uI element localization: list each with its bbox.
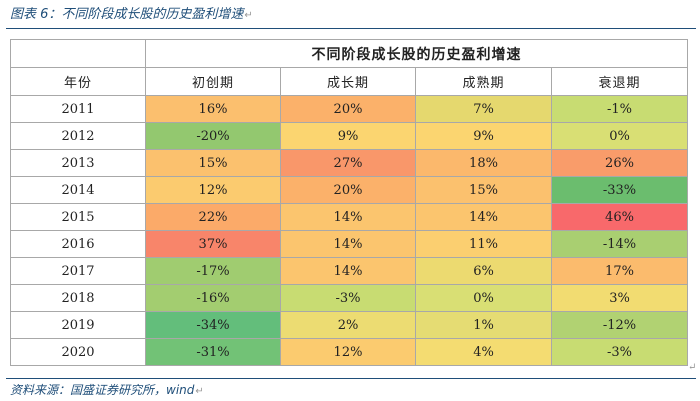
value-cell: 15% bbox=[145, 149, 281, 177]
column-header-decline: 衰退期 bbox=[551, 67, 688, 96]
value-cell: 20% bbox=[280, 176, 416, 204]
value-cell: 11% bbox=[415, 230, 552, 258]
header-blank-cell bbox=[10, 39, 146, 68]
value-cell: 37% bbox=[145, 230, 281, 258]
growth-table: 不同阶段成长股的历史盈利增速 年份 初创期 成长期 成熟期 衰退期 2011 16… bbox=[10, 39, 688, 366]
column-header-startup: 初创期 bbox=[145, 67, 281, 96]
table-row: 2012 -20% 9% 9% 0% bbox=[10, 122, 688, 150]
column-header-growth: 成长期 bbox=[280, 67, 416, 96]
value-cell: 0% bbox=[551, 122, 688, 150]
table-row: 2017 -17% 14% 6% 17% bbox=[10, 257, 688, 285]
paragraph-mark-icon: ↵ bbox=[244, 10, 253, 21]
year-cell: 2013 bbox=[10, 149, 146, 177]
value-cell: -17% bbox=[145, 257, 281, 285]
value-cell: -12% bbox=[551, 311, 688, 339]
value-cell: -20% bbox=[145, 122, 281, 150]
value-cell: 9% bbox=[280, 122, 416, 150]
value-cell: 26% bbox=[551, 149, 688, 177]
paragraph-mark-icon: ↵ bbox=[195, 386, 204, 397]
table-row: 2019 -34% 2% 1% -12% bbox=[10, 311, 688, 339]
figure-title-text: 图表 6：不同阶段成长股的历史盈利增速 bbox=[10, 7, 244, 22]
paragraph-mark-icon: ↵ bbox=[688, 362, 697, 373]
value-cell: -3% bbox=[551, 338, 688, 366]
year-cell: 2017 bbox=[10, 257, 146, 285]
value-cell: -3% bbox=[280, 284, 416, 312]
value-cell: 3% bbox=[551, 284, 688, 312]
table-row: 2020 -31% 12% 4% -3% bbox=[10, 338, 688, 366]
group-header: 不同阶段成长股的历史盈利增速 bbox=[145, 39, 688, 68]
value-cell: -34% bbox=[145, 311, 281, 339]
value-cell: 16% bbox=[145, 95, 281, 123]
column-header-mature: 成熟期 bbox=[415, 67, 552, 96]
value-cell: 7% bbox=[415, 95, 552, 123]
value-cell: -33% bbox=[551, 176, 688, 204]
group-header-row: 不同阶段成长股的历史盈利增速 bbox=[10, 39, 688, 68]
value-cell: 14% bbox=[280, 257, 416, 285]
year-cell: 2016 bbox=[10, 230, 146, 258]
value-cell: 1% bbox=[415, 311, 552, 339]
table-row: 2014 12% 20% 15% -33% bbox=[10, 176, 688, 204]
year-cell: 2020 bbox=[10, 338, 146, 366]
table-row: 2018 -16% -3% 0% 3% bbox=[10, 284, 688, 312]
value-cell: 15% bbox=[415, 176, 552, 204]
value-cell: -14% bbox=[551, 230, 688, 258]
year-cell: 2012 bbox=[10, 122, 146, 150]
value-cell: 9% bbox=[415, 122, 552, 150]
source-text: 资料来源：国盛证券研究所，wind bbox=[10, 383, 195, 397]
value-cell: 12% bbox=[145, 176, 281, 204]
growth-table-frame: 不同阶段成长股的历史盈利增速 年份 初创期 成长期 成熟期 衰退期 2011 16… bbox=[10, 39, 688, 366]
table-row: 2016 37% 14% 11% -14% bbox=[10, 230, 688, 258]
year-cell: 2019 bbox=[10, 311, 146, 339]
value-cell: -1% bbox=[551, 95, 688, 123]
value-cell: 27% bbox=[280, 149, 416, 177]
year-cell: 2011 bbox=[10, 95, 146, 123]
value-cell: 6% bbox=[415, 257, 552, 285]
top-rule bbox=[6, 28, 696, 29]
value-cell: 20% bbox=[280, 95, 416, 123]
value-cell: -16% bbox=[145, 284, 281, 312]
value-cell: 14% bbox=[280, 203, 416, 231]
value-cell: 46% bbox=[551, 203, 688, 231]
bottom-rule bbox=[6, 378, 696, 379]
year-header: 年份 bbox=[10, 67, 146, 96]
value-cell: 22% bbox=[145, 203, 281, 231]
year-cell: 2014 bbox=[10, 176, 146, 204]
value-cell: 2% bbox=[280, 311, 416, 339]
source-note: 资料来源：国盛证券研究所，wind↵ bbox=[10, 381, 204, 399]
table-row: 2011 16% 20% 7% -1% bbox=[10, 95, 688, 123]
year-cell: 2015 bbox=[10, 203, 146, 231]
column-header-row: 年份 初创期 成长期 成熟期 衰退期 bbox=[10, 67, 688, 96]
value-cell: -31% bbox=[145, 338, 281, 366]
value-cell: 14% bbox=[415, 203, 552, 231]
year-cell: 2018 bbox=[10, 284, 146, 312]
value-cell: 17% bbox=[551, 257, 688, 285]
value-cell: 12% bbox=[280, 338, 416, 366]
value-cell: 4% bbox=[415, 338, 552, 366]
table-body: 2011 16% 20% 7% -1% 2012 -20% 9% 9% 0% 2013 15% 27% 1… bbox=[10, 95, 688, 366]
value-cell: 14% bbox=[280, 230, 416, 258]
value-cell: 0% bbox=[415, 284, 552, 312]
value-cell: 18% bbox=[415, 149, 552, 177]
figure-title: 图表 6：不同阶段成长股的历史盈利增速↵ bbox=[10, 4, 253, 26]
table-row: 2013 15% 27% 18% 26% bbox=[10, 149, 688, 177]
table-row: 2015 22% 14% 14% 46% bbox=[10, 203, 688, 231]
